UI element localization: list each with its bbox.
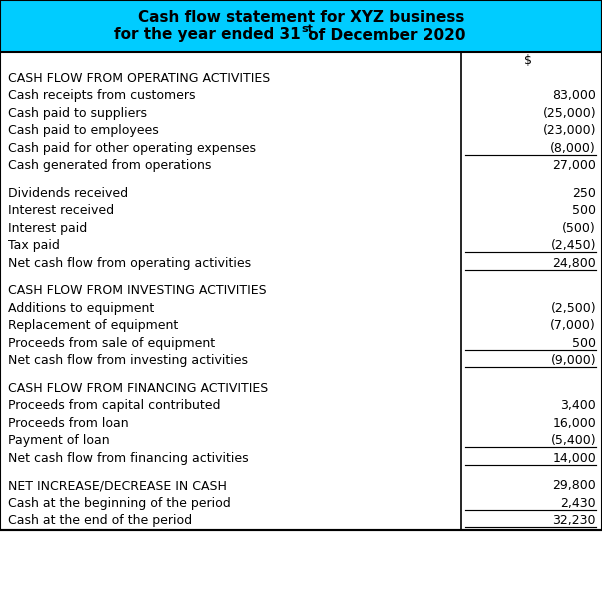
Text: Proceeds from loan: Proceeds from loan bbox=[8, 416, 129, 430]
Bar bbox=[0, 0, 602, 530]
Text: (8,000): (8,000) bbox=[550, 142, 596, 155]
Text: for the year ended 31st of December 2020: for the year ended 31st of December 2020 bbox=[118, 27, 484, 42]
Text: Cash paid to suppliers: Cash paid to suppliers bbox=[8, 107, 147, 120]
Text: NET INCREASE/DECREASE IN CASH: NET INCREASE/DECREASE IN CASH bbox=[8, 479, 227, 492]
Text: CASH FLOW FROM FINANCING ACTIVITIES: CASH FLOW FROM FINANCING ACTIVITIES bbox=[8, 382, 268, 394]
Text: (2,450): (2,450) bbox=[550, 239, 596, 252]
Text: for the year ended 31: for the year ended 31 bbox=[114, 27, 301, 42]
Text: (7,000): (7,000) bbox=[550, 320, 596, 332]
Text: Cash generated from operations: Cash generated from operations bbox=[8, 159, 211, 172]
Text: 83,000: 83,000 bbox=[552, 89, 596, 102]
Text: Replacement of equipment: Replacement of equipment bbox=[8, 320, 178, 332]
Text: 24,800: 24,800 bbox=[552, 257, 596, 270]
Text: Cash receipts from customers: Cash receipts from customers bbox=[8, 89, 196, 102]
Text: Dividends received: Dividends received bbox=[8, 187, 128, 200]
Text: Cash at the end of the period: Cash at the end of the period bbox=[8, 514, 192, 527]
Text: Cash at the beginning of the period: Cash at the beginning of the period bbox=[8, 497, 231, 510]
Text: 2,430: 2,430 bbox=[560, 497, 596, 510]
Text: 27,000: 27,000 bbox=[552, 159, 596, 172]
Text: 16,000: 16,000 bbox=[552, 416, 596, 430]
Text: Interest paid: Interest paid bbox=[8, 222, 87, 235]
Text: (23,000): (23,000) bbox=[542, 124, 596, 137]
Text: Net cash flow from investing activities: Net cash flow from investing activities bbox=[8, 354, 248, 367]
Text: 32,230: 32,230 bbox=[553, 514, 596, 527]
Text: 14,000: 14,000 bbox=[552, 452, 596, 465]
Text: (25,000): (25,000) bbox=[542, 107, 596, 120]
Text: (5,400): (5,400) bbox=[550, 434, 596, 447]
Text: (2,500): (2,500) bbox=[550, 302, 596, 315]
Text: Proceeds from capital contributed: Proceeds from capital contributed bbox=[8, 399, 220, 412]
Text: Interest received: Interest received bbox=[8, 204, 114, 217]
Text: Net cash flow from operating activities: Net cash flow from operating activities bbox=[8, 257, 251, 270]
Text: Cash flow statement for XYZ business: Cash flow statement for XYZ business bbox=[138, 10, 464, 24]
Text: 500: 500 bbox=[572, 204, 596, 217]
Text: Cash paid for other operating expenses: Cash paid for other operating expenses bbox=[8, 142, 256, 155]
Text: 3,400: 3,400 bbox=[560, 399, 596, 412]
Text: 250: 250 bbox=[572, 187, 596, 200]
Text: 500: 500 bbox=[572, 337, 596, 350]
Text: (500): (500) bbox=[562, 222, 596, 235]
Text: CASH FLOW FROM INVESTING ACTIVITIES: CASH FLOW FROM INVESTING ACTIVITIES bbox=[8, 284, 267, 298]
Text: (9,000): (9,000) bbox=[550, 354, 596, 367]
Text: $: $ bbox=[524, 54, 532, 67]
Text: Proceeds from sale of equipment: Proceeds from sale of equipment bbox=[8, 337, 215, 350]
Text: Net cash flow from financing activities: Net cash flow from financing activities bbox=[8, 452, 249, 465]
Bar bbox=[0, 0, 602, 52]
Text: CASH FLOW FROM OPERATING ACTIVITIES: CASH FLOW FROM OPERATING ACTIVITIES bbox=[8, 72, 270, 84]
Text: Additions to equipment: Additions to equipment bbox=[8, 302, 154, 315]
Text: Tax paid: Tax paid bbox=[8, 239, 60, 252]
Text: st: st bbox=[301, 24, 313, 35]
Text: Payment of loan: Payment of loan bbox=[8, 434, 110, 447]
Text: Cash paid to employees: Cash paid to employees bbox=[8, 124, 159, 137]
Text: of December 2020: of December 2020 bbox=[303, 27, 465, 42]
Text: 29,800: 29,800 bbox=[552, 479, 596, 492]
